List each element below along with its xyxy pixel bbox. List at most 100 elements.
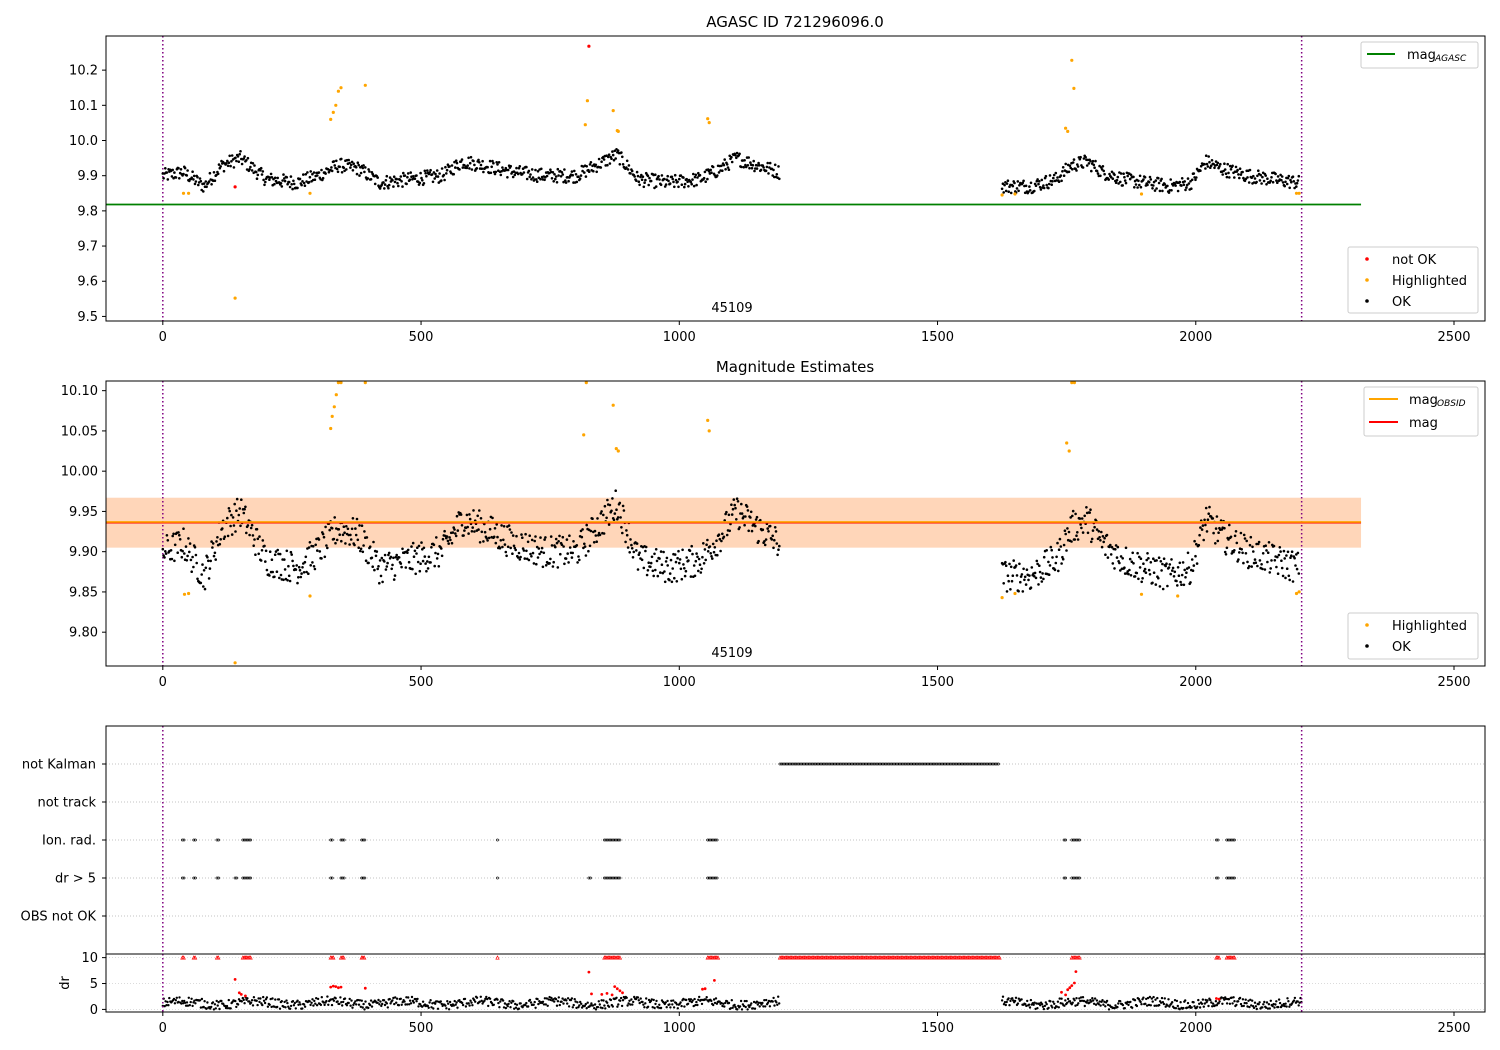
estimates-ok-point [324, 525, 327, 529]
estimates-ok-point [349, 538, 353, 541]
agasc-ok-point [192, 174, 196, 178]
agasc-ok-point [1151, 187, 1154, 190]
dr-flagged-point [337, 986, 340, 990]
legend-marker-ok-2 [1365, 644, 1369, 648]
agasc-ok-point [1006, 179, 1010, 182]
estimates-ok-point [204, 566, 208, 570]
dr-ok-point [506, 1005, 509, 1008]
agasc-ok-point [259, 166, 263, 170]
dr-ok-point [1263, 1000, 1266, 1004]
dr-ok-point [1253, 1001, 1257, 1004]
legend-marker-highlighted [1365, 278, 1369, 282]
dr-ok-point [291, 1000, 295, 1003]
estimates-ok-point [295, 564, 299, 567]
dr-ok-point [342, 1000, 345, 1004]
flag-marker [784, 762, 788, 766]
dr-ok-point [1000, 999, 1004, 1002]
agasc-ok-point [369, 178, 373, 181]
estimates-ok-point [749, 516, 752, 519]
dr-ok-point [541, 1000, 545, 1003]
agasc-ok-point [276, 176, 280, 180]
agasc-ok-point [766, 161, 769, 165]
dr-ok-point [376, 1001, 379, 1004]
flag-marker [966, 762, 969, 766]
agasc-ok-point [494, 170, 498, 174]
estimates-ok-point [663, 570, 666, 573]
estimates-ok-point [562, 545, 565, 548]
agasc-title: AGASC ID 721296096.0 [706, 13, 884, 31]
dr-ok-point [166, 1000, 169, 1004]
dr-ok-point [771, 1000, 774, 1003]
flag-marker [831, 762, 835, 766]
estimates-ok-point [500, 524, 503, 527]
dr-ok-point [1035, 1002, 1038, 1005]
flag-marker [808, 762, 811, 766]
estimates-ok-point [1296, 551, 1300, 555]
estimates-ok-point [437, 565, 441, 568]
estimates-ok-point [1104, 553, 1107, 556]
flag-marker [997, 762, 1000, 766]
agasc-ok-point [1194, 178, 1197, 182]
dr-ok-point [380, 1004, 383, 1008]
agasc-ok-point [1257, 169, 1260, 172]
agasc-ok-point [678, 177, 681, 181]
flag-marker [242, 838, 246, 842]
agasc-ok-point [611, 150, 614, 153]
dr-ok-point [552, 998, 555, 1001]
estimates-ok-point [256, 537, 260, 541]
flag-marker [1072, 876, 1075, 880]
flag-marker [894, 762, 898, 766]
estimates-ok-point [172, 532, 175, 536]
dr-ok-point [750, 1002, 753, 1005]
agasc-ok-point [1102, 169, 1105, 173]
estimates-ok-point [625, 529, 628, 532]
agasc-ok-point [425, 174, 428, 178]
agasc-ok-point [428, 171, 432, 174]
agasc-ok-point [1022, 179, 1025, 183]
dr-ok-point [1116, 1005, 1119, 1009]
agasc-ok-point [673, 185, 676, 189]
estimates-ok-point [502, 538, 505, 542]
agasc-ok-point [1247, 181, 1251, 184]
dr-ok-point [693, 997, 696, 1001]
dr-ok-point [484, 997, 487, 1000]
dr-ok-point [303, 1005, 307, 1008]
agasc-ok-point [281, 179, 284, 182]
dr-ok-point [1235, 1003, 1238, 1007]
estimates-ok-point [164, 552, 168, 555]
agasc-ok-point [1178, 180, 1182, 184]
estimates-ok-point [524, 532, 527, 536]
dr-ok-point [543, 997, 547, 1000]
dr-ok-point [634, 997, 638, 1001]
dr-ok-point [699, 998, 703, 1002]
dr-ok-point [730, 999, 733, 1002]
estimates-ok-point [233, 502, 236, 506]
estimates-ok-point [296, 581, 299, 585]
dr-ok-point [1224, 997, 1228, 1001]
estimates-ok-point [309, 564, 313, 567]
flag-marker [938, 762, 942, 766]
dr-ok-point [724, 1001, 727, 1005]
estimates-ok-point [360, 524, 364, 527]
estimates-ok-point [1260, 563, 1263, 566]
dr-ok-point [1228, 1002, 1232, 1005]
flag-marker [921, 762, 925, 766]
agasc-ok-point [1236, 168, 1239, 172]
estimates-ok-point [600, 510, 603, 513]
estimates-ok-point [698, 563, 702, 566]
agasc-ok-point [1050, 183, 1053, 186]
flag-marker [342, 838, 346, 842]
estimates-ok-point [539, 536, 542, 539]
dr-xtick-label: 0 [159, 1021, 167, 1036]
agasc-ok-point [202, 182, 206, 185]
estimates-highlighted-point [1070, 381, 1074, 385]
dr-clipped-marker [362, 955, 367, 960]
agasc-ok-point [306, 171, 309, 174]
agasc-ok-point [1037, 182, 1040, 186]
dr-ok-point [510, 1001, 513, 1004]
dr-ok-point [1213, 1004, 1217, 1007]
magnitude-estimates-title: Magnitude Estimates [716, 358, 874, 376]
estimates-ok-point [1111, 562, 1115, 565]
dr-ok-point [223, 1004, 227, 1008]
estimates-ok-point [1137, 577, 1140, 581]
